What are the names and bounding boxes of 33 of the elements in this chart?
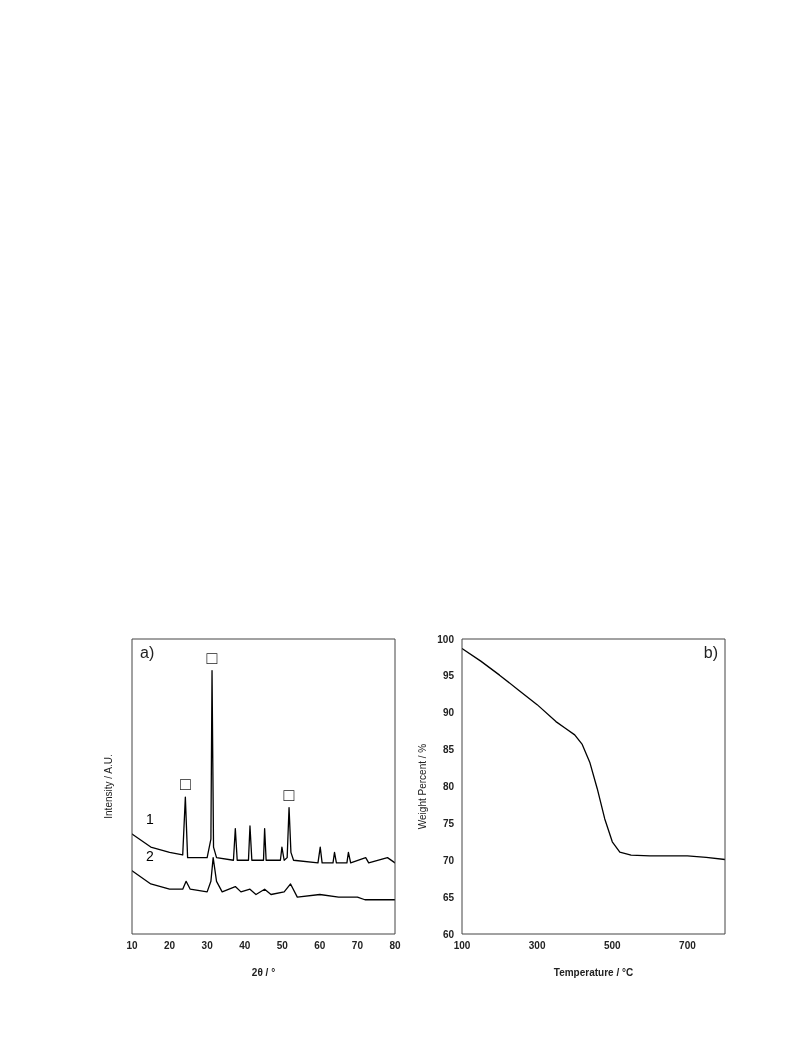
x-tick-label: 300 bbox=[528, 940, 546, 952]
x-tick-label: 30 bbox=[201, 940, 214, 952]
x-tick-label: 70 bbox=[351, 940, 364, 952]
x-tick-label: 60 bbox=[314, 940, 326, 952]
line-series bbox=[462, 647, 725, 861]
series-label: 1 bbox=[146, 810, 154, 827]
y-axis-title: Weight Percent / % bbox=[416, 743, 428, 830]
x-axis-title: Temperature / °C bbox=[553, 967, 634, 978]
y-tick-label: 80 bbox=[442, 781, 455, 793]
x-axis-title: 2θ / ° bbox=[251, 967, 276, 978]
y-tick-label: 75 bbox=[442, 817, 455, 829]
annotation: □ bbox=[283, 784, 295, 805]
x-tick-label: 20 bbox=[164, 940, 176, 952]
x-tick-label: 40 bbox=[239, 940, 251, 952]
y-tick-label: 60 bbox=[442, 928, 455, 940]
y-tick-label: 70 bbox=[442, 854, 455, 866]
y-tick-label: 65 bbox=[442, 891, 455, 903]
y-axis-title: Intensity / A.U. bbox=[102, 754, 114, 819]
x-tick-label: 50 bbox=[276, 940, 289, 952]
annotation: □ bbox=[179, 774, 191, 795]
y-tick-label: 85 bbox=[442, 744, 455, 756]
y-tick-label: 90 bbox=[442, 707, 455, 719]
series-label: 2 bbox=[146, 847, 154, 864]
y-tick-label: 95 bbox=[442, 670, 455, 682]
x-tick-label: 10 bbox=[126, 940, 138, 952]
y-tick-label: 100 bbox=[437, 633, 455, 645]
text: a) bbox=[140, 644, 155, 662]
annotation: □ bbox=[206, 647, 218, 668]
x-tick-label: 100 bbox=[453, 940, 471, 952]
x-tick-label: 500 bbox=[603, 940, 622, 952]
x-tick-label: 700 bbox=[679, 940, 697, 952]
annotation: b) bbox=[703, 644, 718, 662]
x-tick-label: 80 bbox=[389, 940, 401, 952]
